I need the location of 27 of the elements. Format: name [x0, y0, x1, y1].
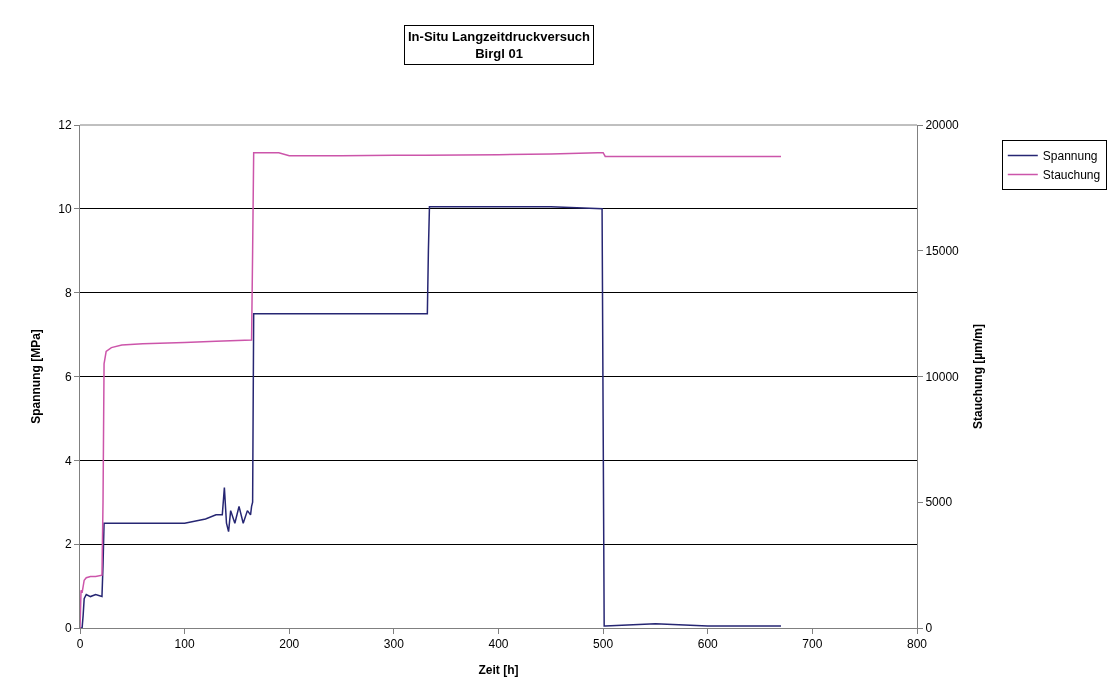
- y-tick-label: 12: [58, 118, 72, 133]
- y2-tick-label: 0: [925, 621, 933, 636]
- y-tick-label: 0: [64, 621, 72, 636]
- y-tick-label: 10: [58, 202, 72, 217]
- x-tick-label: 500: [593, 637, 614, 652]
- x-tick-label: 0: [76, 637, 84, 652]
- y-tick-label: 4: [64, 453, 72, 468]
- y-tick-label: 8: [64, 285, 72, 300]
- chart-title: In-Situ Langzeitdruckversuch Birgl 01: [408, 29, 591, 61]
- x-axis-title: Zeit [h]: [478, 663, 519, 678]
- y-axis-title: Spannung [MPa]: [28, 329, 43, 424]
- legend-label: Spannung: [1042, 149, 1098, 164]
- x-tick-label: 800: [906, 637, 928, 652]
- x-tick-label: 100: [174, 637, 195, 652]
- x-tick-label: 400: [488, 637, 509, 652]
- y2-tick-label: 20000: [925, 118, 960, 133]
- y2-tick-label: 15000: [925, 243, 960, 258]
- x-tick-label: 600: [697, 637, 719, 652]
- legend-label: Stauchung: [1042, 168, 1101, 183]
- x-tick-label: 200: [279, 637, 300, 652]
- y-tick-label: 6: [64, 369, 72, 384]
- y-tick-label: 2: [64, 537, 72, 552]
- y2-tick-label: 10000: [925, 369, 960, 384]
- y2-axis-title: Stauchung [µm/m]: [971, 324, 985, 429]
- x-tick-label: 300: [383, 637, 405, 652]
- x-tick-label: 700: [802, 637, 823, 652]
- y2-tick-label: 5000: [925, 495, 953, 510]
